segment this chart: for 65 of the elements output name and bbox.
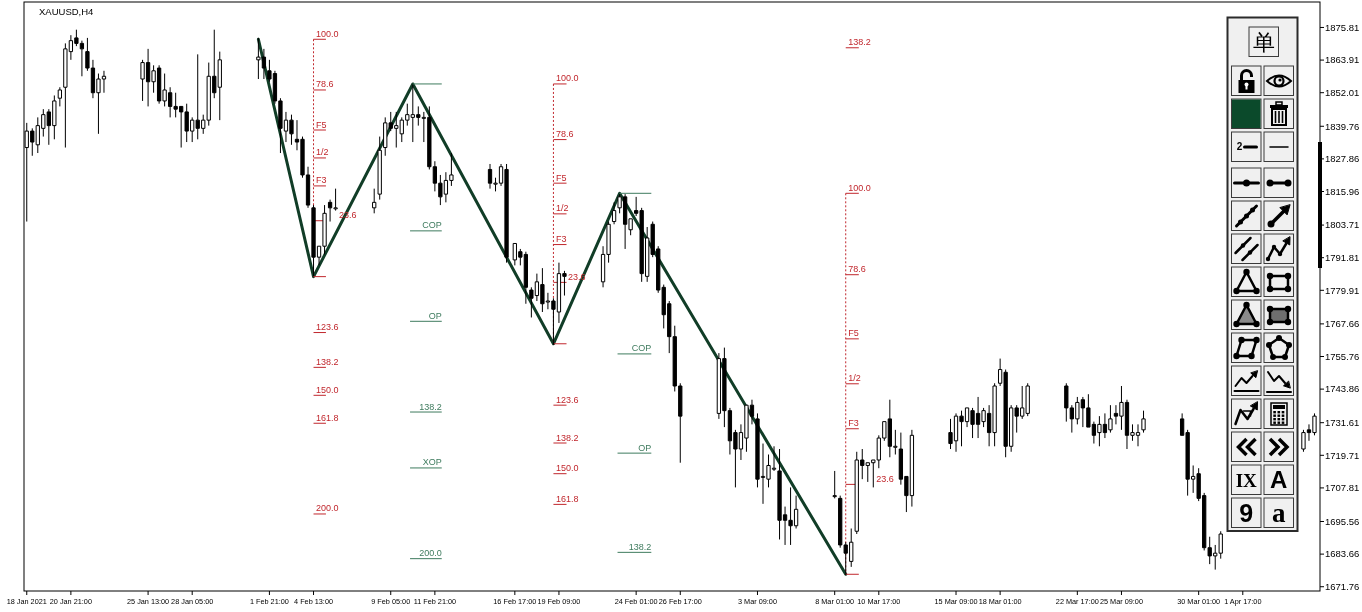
- annotation: 单: [1252, 29, 1275, 55]
- series-label: 100.0: [555, 73, 579, 84]
- y-tick-label: 1852.01: [1325, 86, 1360, 98]
- series-label: 200.0: [419, 548, 442, 559]
- series-label: F5: [848, 328, 859, 339]
- series-label: COP: [422, 220, 442, 231]
- series-label: F5: [556, 172, 567, 183]
- series-label: 138.2: [848, 37, 871, 48]
- series-label: 100.0: [316, 28, 339, 39]
- series-label: 23.6: [876, 473, 894, 484]
- chart-title: XAUUSD,H4: [39, 6, 94, 17]
- candlestick: [1141, 410, 1146, 434]
- series-label: F3: [316, 175, 327, 186]
- series-label: OP: [428, 310, 442, 321]
- y-tick-label: 1719.71: [1325, 449, 1360, 461]
- y-tick-label: 1875.81: [1325, 21, 1360, 33]
- series-label: 123.6: [316, 322, 339, 333]
- series-label: 78.6: [848, 264, 866, 275]
- series-label: OP: [638, 442, 652, 453]
- annotation: a: [1272, 498, 1286, 529]
- candlestick: [57, 86, 62, 107]
- annotation: 2: [1236, 141, 1243, 153]
- annotation: 9: [1239, 498, 1254, 527]
- series-label: F3: [556, 234, 567, 245]
- series-label: F5: [316, 119, 327, 130]
- series-label: COP: [631, 343, 652, 354]
- y-tick-label: 1767.66: [1325, 318, 1360, 330]
- series-label: 1/2: [316, 147, 329, 158]
- y-tick-label: 1683.66: [1325, 548, 1360, 560]
- series-label: XOP: [422, 457, 442, 468]
- candlestick: [611, 201, 617, 225]
- candlestick: [832, 470, 837, 499]
- series-label: 123.6: [555, 394, 579, 405]
- series-label: 161.8: [555, 493, 579, 504]
- series-label: 150.0: [316, 384, 339, 395]
- series-label: 78.6: [316, 79, 334, 90]
- series-label: 78.6: [555, 129, 574, 140]
- annotation: A: [1270, 466, 1288, 494]
- y-tick-label: 1695.56: [1325, 515, 1360, 527]
- candlestick: [377, 136, 382, 201]
- y-tick-label: 1779.91: [1325, 284, 1360, 296]
- series-label: 138.2: [316, 356, 339, 367]
- annotation: IX: [1235, 469, 1258, 491]
- series-label: 150.0: [555, 463, 579, 474]
- series-label: 100.0: [848, 182, 871, 193]
- y-tick-label: 1671.76: [1325, 581, 1360, 593]
- series-label: 1/2: [555, 203, 569, 214]
- series-label: 138.2: [628, 541, 652, 552]
- series-label: 161.8: [316, 412, 339, 423]
- y-tick-label: 1815.96: [1325, 185, 1360, 197]
- series-label: 138.2: [419, 401, 442, 412]
- y-tick-label: 1707.81: [1325, 482, 1360, 494]
- y-tick-label: 1827.86: [1325, 153, 1360, 165]
- y-tick-label: 1791.81: [1325, 251, 1360, 263]
- series-label: 200.0: [316, 503, 339, 514]
- series-label: 1/2: [848, 373, 861, 384]
- series-label: 138.2: [555, 432, 579, 443]
- y-tick-label: 1731.61: [1325, 416, 1360, 428]
- candlestick: [372, 188, 377, 214]
- y-tick-label: 1803.71: [1325, 219, 1360, 231]
- y-tick-label: 1863.91: [1325, 54, 1360, 66]
- y-tick-label: 1839.76: [1325, 120, 1360, 132]
- y-tick-label: 1755.76: [1325, 350, 1360, 362]
- y-tick-label: 1743.86: [1325, 383, 1360, 395]
- series-label: F3: [848, 418, 859, 429]
